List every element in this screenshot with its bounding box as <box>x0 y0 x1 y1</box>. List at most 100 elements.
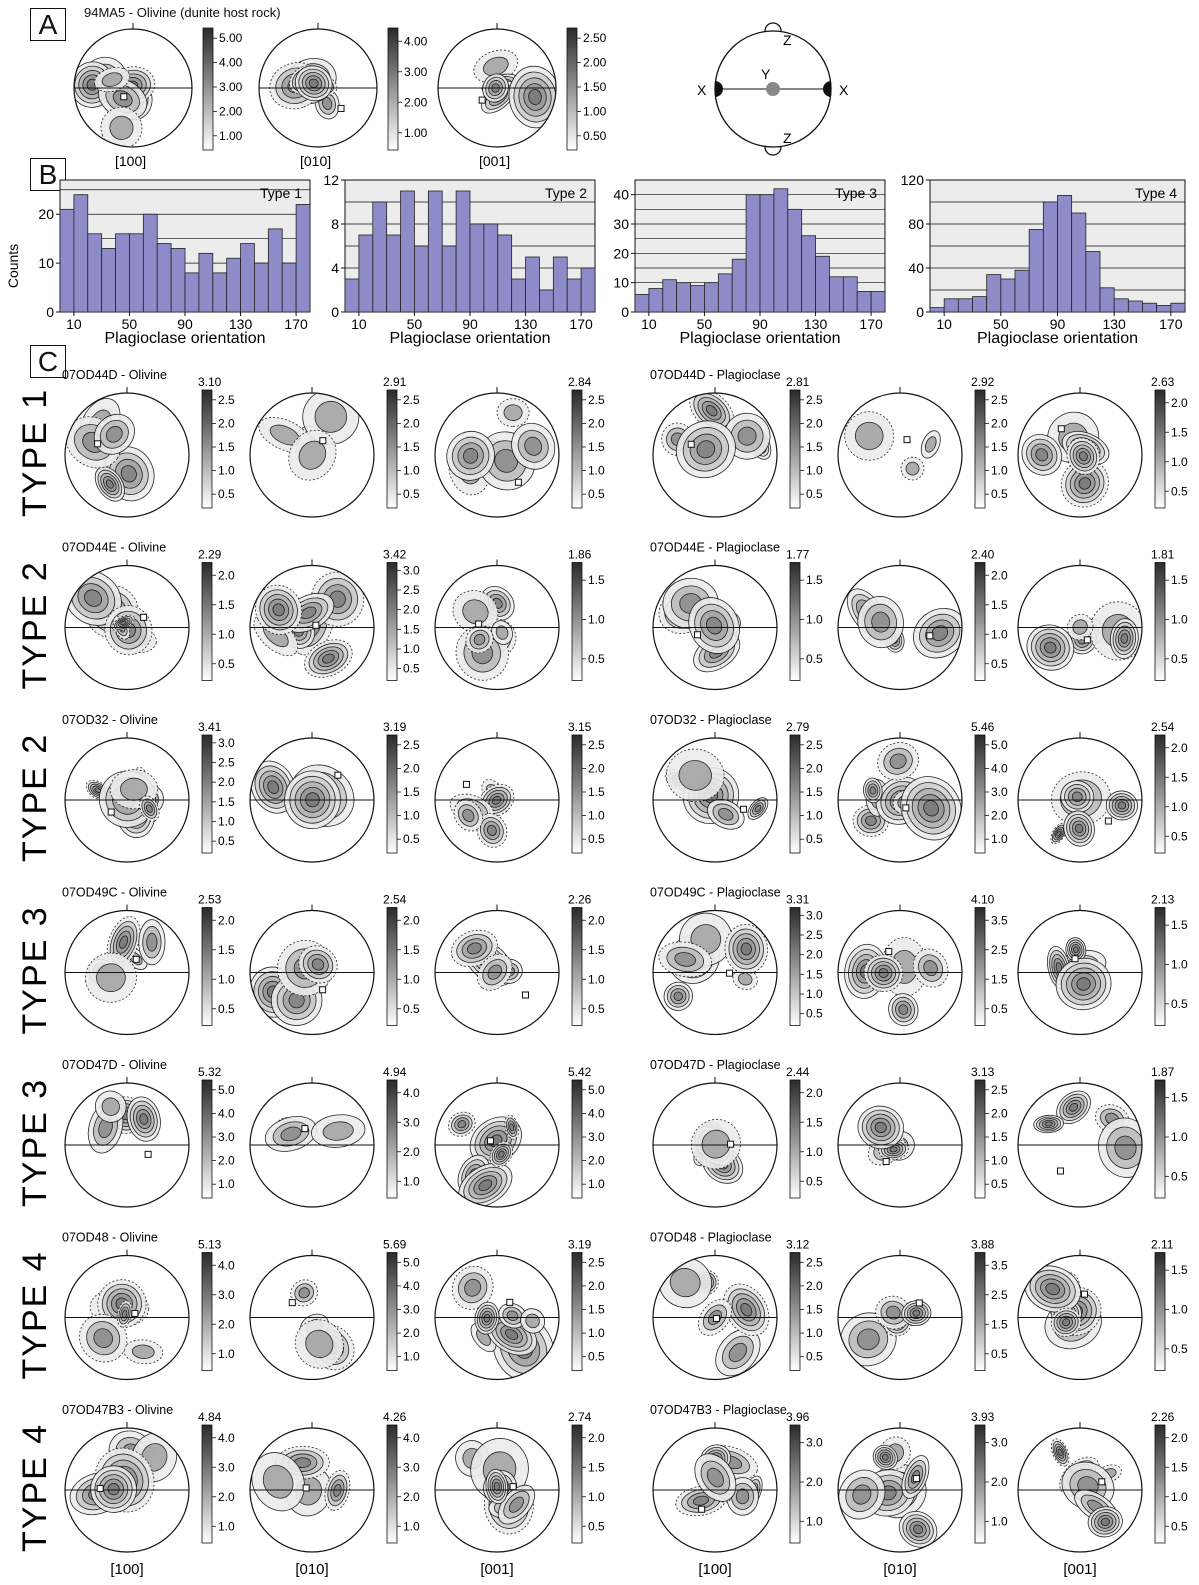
contour-line <box>1071 791 1083 803</box>
scale-tick-label: 0.5 <box>588 652 605 666</box>
scale-max-label: 2.54 <box>383 893 407 907</box>
y-tick-label: 80 <box>908 216 924 232</box>
scale-tick-label: 5.0 <box>403 1255 420 1269</box>
label-z-bottom: Z <box>783 130 792 146</box>
scale-tick-label: 4.0 <box>403 1431 420 1445</box>
contour-line <box>457 1120 467 1129</box>
axis-label-1: [010] <box>300 153 331 169</box>
maximum-marker <box>915 1299 923 1307</box>
scale-tick-label: 1.0 <box>218 972 235 986</box>
contour-line <box>305 1329 334 1359</box>
contour-line <box>740 1303 753 1317</box>
contour-line <box>737 426 757 446</box>
x-axis-label: Plagioclase orientation <box>680 330 841 347</box>
histogram-2: 0 4 8 12 10 50 90 130 170 Type 2 Plagioclase orien… <box>323 172 596 347</box>
color-scale-bar <box>789 734 801 854</box>
sample-title-plagioclase: 07OD48 - Plagioclase <box>650 1231 772 1245</box>
scale-tick-label: 2.0 <box>403 761 420 775</box>
scale-tick-label: 0.50 <box>583 129 607 143</box>
scale-max-label: 3.88 <box>971 1238 995 1252</box>
scale-tick-label: 0.5 <box>991 1002 1008 1016</box>
scale-tick-label: 2.0 <box>806 761 823 775</box>
scale-tick-label: 0.5 <box>991 1347 1008 1361</box>
scale-tick-label: 4.0 <box>403 1086 420 1100</box>
x-axis-label: Plagioclase orientation <box>105 330 266 347</box>
maximum-marker <box>462 780 470 788</box>
scale-max-label: 4.10 <box>971 893 995 907</box>
contour-line <box>669 1267 701 1298</box>
maximum-marker <box>694 631 702 639</box>
scale-tick-label: 3.0 <box>991 785 1008 799</box>
contour-line <box>464 1278 482 1297</box>
scale-tick-label: 0.5 <box>1171 997 1188 1011</box>
scale-tick-label: 0.5 <box>1171 652 1188 666</box>
label-x-left: X <box>697 82 707 98</box>
scale-max-label: 3.96 <box>786 1410 810 1424</box>
scale-tick-label: 1.5 <box>588 440 605 454</box>
x-tick-label: 130 <box>804 316 828 332</box>
scale-tick-label: 1.0 <box>806 464 823 478</box>
contour-line <box>1056 830 1061 837</box>
scale-tick-label: 4.0 <box>218 1431 235 1445</box>
color-scale-bar <box>201 907 213 1026</box>
scale-max-label: 4.26 <box>383 1410 407 1424</box>
scale-tick-label: 1.0 <box>1171 613 1188 627</box>
scale-tick-label: 1.0 <box>403 1350 420 1364</box>
maximum-marker <box>1098 1478 1106 1486</box>
panel-b-histograms: 0 10 20 10 50 90 130 170 Type 1 Plagioclase orien… <box>5 172 1186 347</box>
scale-tick-label: 2.5 <box>991 393 1008 407</box>
scale-tick-label: 2.5 <box>588 738 605 752</box>
scale-tick-label: 1.0 <box>218 1347 235 1361</box>
color-scale-bar <box>387 27 399 151</box>
scale-tick-label: 2.5 <box>218 393 235 407</box>
scale-tick-label: 1.0 <box>588 464 605 478</box>
x-tick-label: 130 <box>514 316 538 332</box>
scale-tick-label: 2.5 <box>991 943 1008 957</box>
contour-line <box>139 1113 149 1125</box>
scale-max-label: 3.10 <box>198 375 222 389</box>
z-pole-top <box>764 22 782 32</box>
maximum-marker <box>882 1158 890 1166</box>
x-tick-label: 90 <box>177 316 193 332</box>
y-pole <box>766 82 780 96</box>
maximum-marker <box>301 1125 309 1133</box>
contour-line <box>298 1287 310 1299</box>
color-scale-bar <box>974 734 986 854</box>
contour-line <box>267 780 280 794</box>
contour-line <box>740 942 752 956</box>
maximum-marker <box>337 104 345 112</box>
scale-tick-label: 1.5 <box>991 972 1008 986</box>
color-scale-bar <box>201 1079 213 1199</box>
contour-line <box>146 804 153 813</box>
y-tick-label: 40 <box>908 260 924 276</box>
scale-tick-label: 3.0 <box>588 1130 605 1144</box>
contour-line <box>1072 946 1079 954</box>
contour-line <box>923 800 939 817</box>
color-scale-bar <box>571 562 583 681</box>
bottom-axis-label: [001] <box>1063 1561 1096 1578</box>
maximum-marker <box>319 986 327 994</box>
scale-tick-label: 2.0 <box>403 1326 420 1340</box>
scale-tick-label: 2.0 <box>218 568 235 582</box>
scale-tick-label: 1.0 <box>991 464 1008 478</box>
scale-tick-label: 0.5 <box>588 1519 605 1533</box>
type-label: TYPE 1 <box>16 388 54 517</box>
scale-tick-label: 2.0 <box>588 1431 605 1445</box>
scale-tick-label: 0.5 <box>806 652 823 666</box>
scale-tick-label: 2.0 <box>403 913 420 927</box>
bottom-axis-label: [100] <box>698 1561 731 1578</box>
x-tick-label: 50 <box>993 316 1009 332</box>
scale-tick-label: 4.00 <box>404 34 428 48</box>
maximum-marker <box>726 969 734 977</box>
sample-title-plagioclase: 07OD44D - Plagioclase <box>650 368 781 382</box>
sample-title-olivine: 07OD32 - Olivine <box>62 713 158 727</box>
color-scale-bar <box>1154 1252 1166 1371</box>
contour-line <box>272 603 285 617</box>
contour-line <box>1078 477 1092 490</box>
color-scale-bar <box>566 27 578 151</box>
bottom-axis-label: [010] <box>883 1561 916 1578</box>
scale-tick-label: 1.5 <box>1171 425 1188 439</box>
scale-tick-label: 1.0 <box>588 1326 605 1340</box>
scale-tick-label: 1.5 <box>1171 1460 1188 1474</box>
sample-title-plagioclase: 07OD47D - Plagioclase <box>650 1058 781 1072</box>
